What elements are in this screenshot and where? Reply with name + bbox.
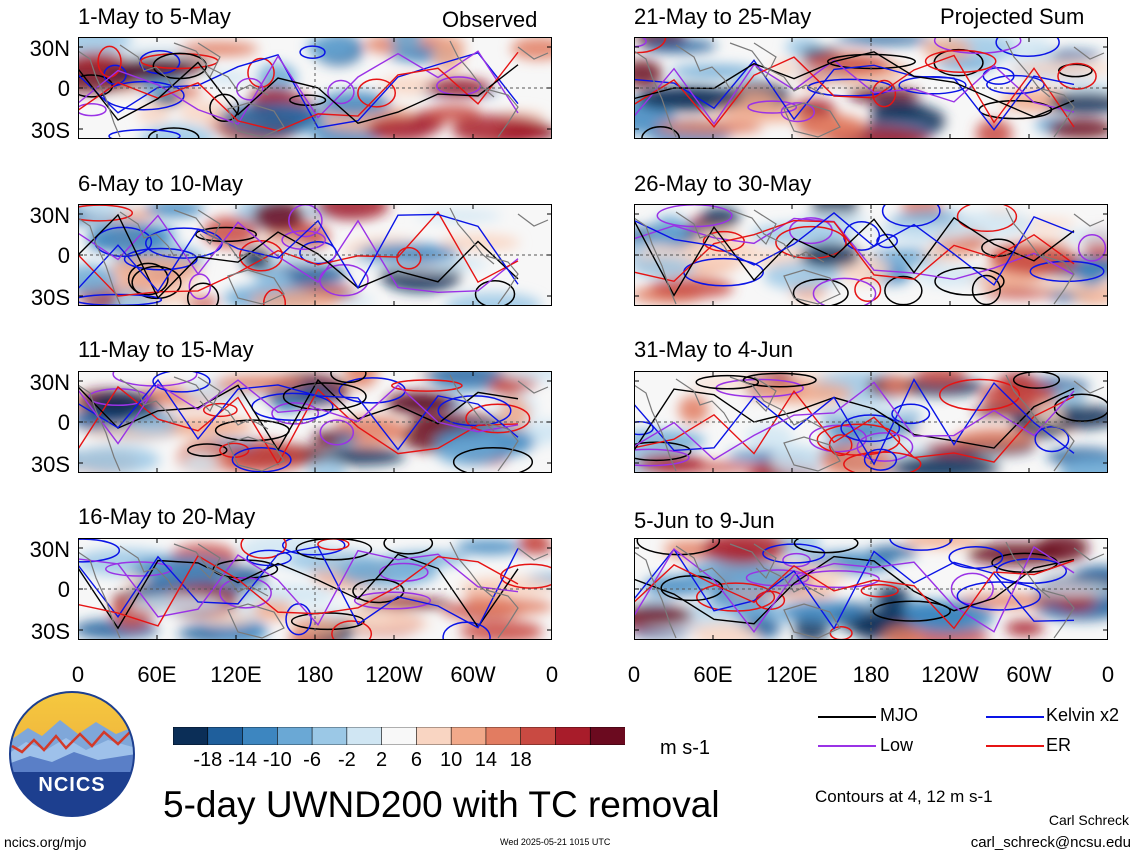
legend-line-mjo — [818, 716, 876, 718]
colorbar-tick-label: -18 — [193, 749, 223, 771]
colorbar-swatch — [346, 726, 383, 746]
panel-title-right-1: 21-May to 25-May — [634, 4, 812, 29]
contours-note: Contours at 4, 12 m s-1 — [815, 787, 993, 806]
lat-label-30s: 30S — [30, 118, 70, 143]
colorbar-tick-label: 6 — [410, 749, 422, 771]
legend-line-low — [818, 745, 876, 747]
lat-label-30s: 30S — [30, 619, 70, 644]
lon-label: 120E — [210, 662, 262, 687]
legend-label-low: Low — [880, 735, 914, 755]
panel-title-right-3: 31-May to 4-Jun — [634, 337, 793, 362]
lat-label-30n: 30N — [29, 36, 70, 61]
lon-label: 0 — [627, 662, 641, 687]
legend-line-er — [986, 745, 1044, 747]
lon-label: 60E — [693, 662, 733, 687]
map-panel — [634, 371, 1108, 473]
colorbar-swatch — [485, 726, 522, 746]
colorbar-swatch — [520, 726, 557, 746]
lon-label: 0 — [71, 662, 85, 687]
ncics-logo-graphic — [9, 691, 135, 817]
lon-label: 120W — [921, 662, 979, 687]
colorbar-tick-label: -6 — [303, 749, 321, 771]
colorbar-swatch — [172, 726, 209, 746]
panel-title-left-3: 11-May to 15-May — [78, 337, 254, 362]
lon-label: 60E — [137, 662, 177, 687]
colorbar-unit: m s-1 — [660, 737, 710, 759]
colorbar-tick-label: 10 — [440, 749, 463, 771]
lon-label: 60W — [450, 662, 496, 687]
lat-label-eq: 0 — [57, 577, 70, 602]
legend-label-er: ER — [1046, 735, 1072, 755]
map-panel — [634, 204, 1108, 306]
map-panel — [634, 538, 1108, 640]
map-panel — [78, 538, 552, 640]
colorbar-swatches — [172, 726, 626, 746]
map-panel — [78, 371, 552, 473]
map-panel — [78, 37, 552, 139]
panel-title-right-2: 26-May to 30-May — [634, 171, 812, 196]
lat-label-eq: 0 — [57, 243, 70, 268]
colorbar-swatch — [589, 726, 626, 746]
panel-title-left-4: 16-May to 20-May — [78, 504, 256, 529]
logo-text: NCICS — [38, 774, 106, 796]
lat-label-30n: 30N — [29, 537, 70, 562]
lat-label-30n: 30N — [29, 203, 70, 228]
colorbar-swatch — [381, 726, 418, 746]
map-panel — [78, 204, 552, 306]
lon-label: 0 — [1101, 662, 1115, 687]
colorbar — [172, 726, 626, 746]
footer-site: ncics.org/mjo — [4, 834, 87, 850]
legend-label-mjo: MJO — [880, 705, 918, 725]
footer-timestamp: Wed 2025-05-21 1015 UTC — [500, 837, 611, 847]
lon-label: 60W — [1006, 662, 1052, 687]
colorbar-swatch — [450, 726, 487, 746]
panel-title-right-4: 5-Jun to 9-Jun — [634, 508, 775, 533]
colorbar-swatch — [311, 726, 348, 746]
lon-label: 180 — [852, 662, 890, 687]
colorbar-tick-label: 14 — [474, 749, 498, 771]
panel-title-left-2: 6-May to 10-May — [78, 171, 244, 196]
panel-title-left-1: 1-May to 5-May — [78, 4, 231, 29]
lat-label-30s: 30S — [30, 452, 70, 477]
legend-label-kelvin: Kelvin x2 — [1046, 705, 1120, 725]
lat-label-eq: 0 — [57, 410, 70, 435]
lat-label-30s: 30S — [30, 285, 70, 310]
lat-label-eq: 0 — [57, 76, 70, 101]
colorbar-tick-label: -2 — [337, 749, 356, 771]
map-panel — [634, 37, 1108, 139]
panel-label-observed: Observed — [442, 7, 538, 32]
lon-label: 120W — [365, 662, 423, 687]
lon-label: 120E — [766, 662, 818, 687]
panel-label-projected: Projected Sum — [940, 4, 1085, 29]
colorbar-tick-label: 18 — [509, 749, 532, 771]
footer-author: Carl Schreck — [1048, 812, 1129, 828]
lat-label-30n: 30N — [29, 370, 70, 395]
colorbar-tick-label: 2 — [376, 749, 388, 771]
colorbar-swatch — [555, 726, 592, 746]
footer-email: carl_schreck@ncsu.edu — [970, 834, 1131, 851]
lon-label: 180 — [296, 662, 334, 687]
legend-line-kelvin — [986, 716, 1044, 718]
colorbar-swatch — [416, 726, 452, 746]
colorbar-tick-label: -10 — [262, 749, 292, 771]
colorbar-swatch — [207, 726, 244, 746]
ncics-logo: NCICS — [8, 690, 136, 818]
colorbar-swatch — [277, 726, 313, 746]
colorbar-swatch — [242, 726, 279, 746]
colorbar-tick-label: -14 — [228, 749, 257, 771]
main-title: 5-day UWND200 with TC removal — [163, 784, 720, 825]
lon-label: 0 — [545, 662, 559, 687]
